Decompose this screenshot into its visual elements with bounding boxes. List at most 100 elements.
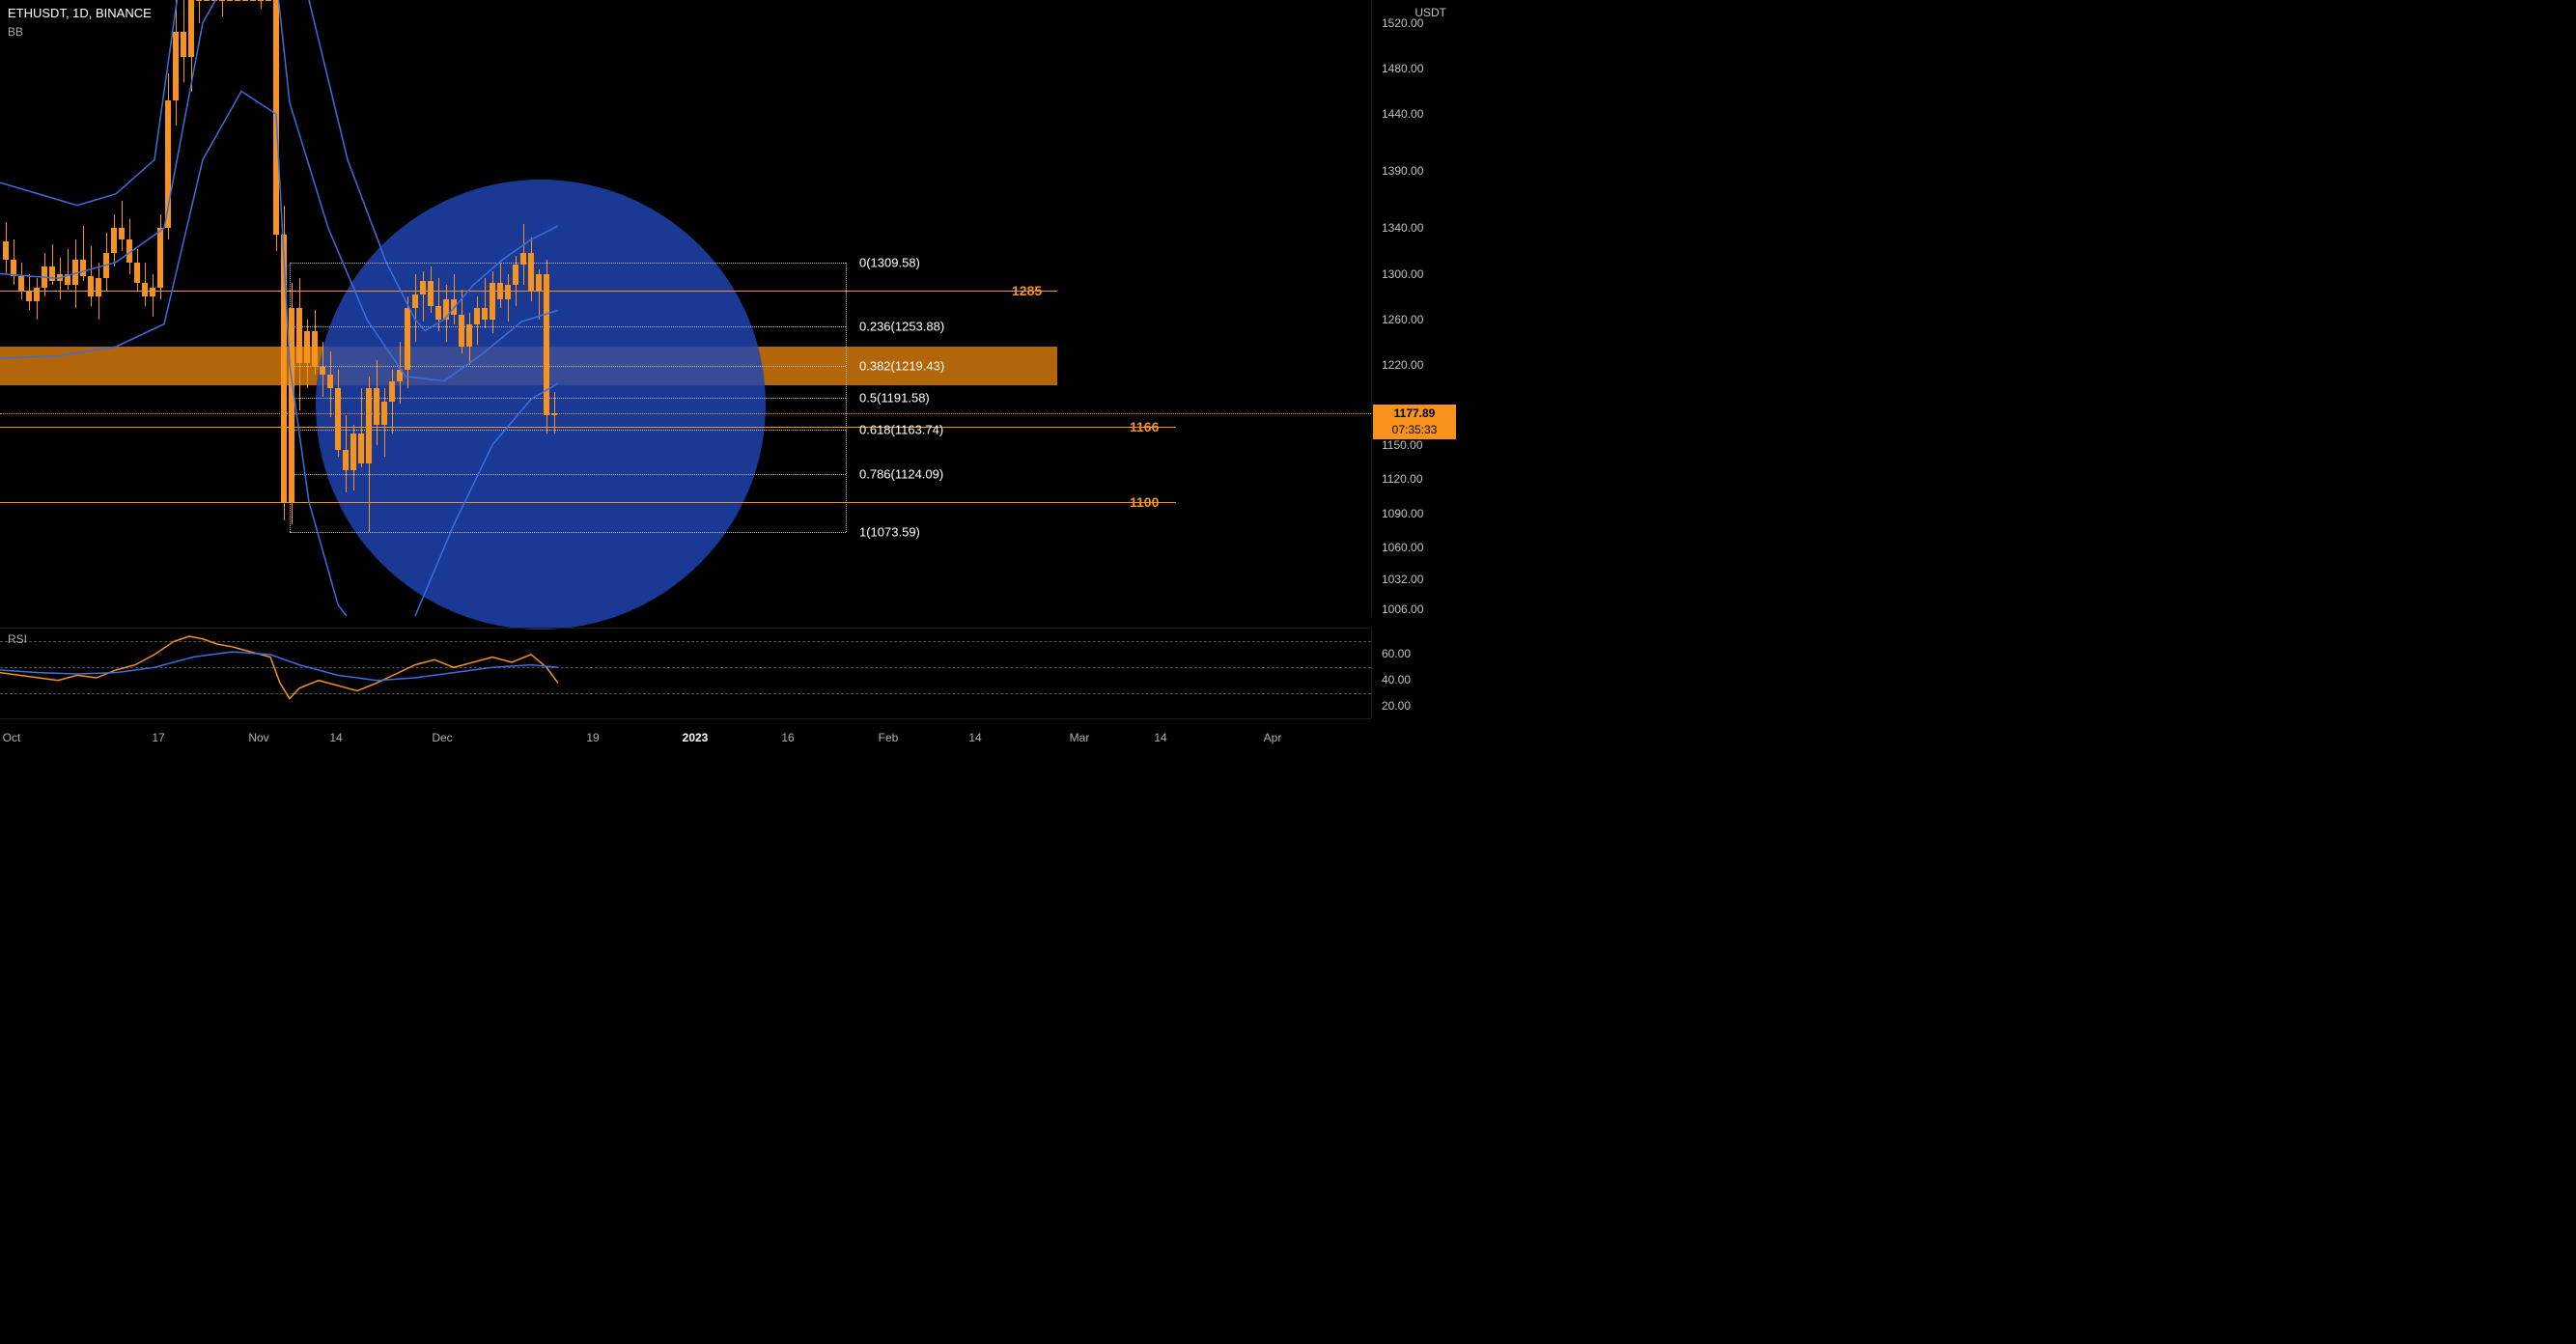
candle-body[interactable] <box>250 0 256 1</box>
candle-body[interactable] <box>165 100 171 228</box>
candle-body[interactable] <box>242 0 248 1</box>
candle-body[interactable] <box>196 0 202 1</box>
candle-body[interactable] <box>142 283 148 296</box>
candle-body[interactable] <box>181 32 186 57</box>
candle-body[interactable] <box>281 235 287 501</box>
fib-line[interactable] <box>290 532 846 533</box>
candle-body[interactable] <box>258 0 264 1</box>
candle-body[interactable] <box>289 308 294 502</box>
fib-line[interactable] <box>290 430 846 431</box>
candle-body[interactable] <box>358 434 364 463</box>
candle-body[interactable] <box>11 260 16 276</box>
candle-body[interactable] <box>49 266 55 280</box>
candle-body[interactable] <box>490 283 495 320</box>
price-chart-pane[interactable]: ETHUSDT, 1D, BINANCE BB 1285116611000(13… <box>0 0 1371 616</box>
candle-body[interactable] <box>451 299 457 316</box>
fib-line[interactable] <box>290 366 846 367</box>
time-tick: Feb <box>879 731 899 744</box>
candle-body[interactable] <box>536 274 542 293</box>
candle-body[interactable] <box>350 434 356 470</box>
candle-body[interactable] <box>420 281 426 294</box>
candle-body[interactable] <box>296 308 302 363</box>
candle-body[interactable] <box>513 265 518 285</box>
candle-wick <box>485 278 486 328</box>
candle-body[interactable] <box>103 253 109 278</box>
candle-body[interactable] <box>57 274 63 281</box>
candle-body[interactable] <box>150 288 155 296</box>
candle-body[interactable] <box>65 274 70 286</box>
candle-wick <box>438 278 439 330</box>
candle-body[interactable] <box>528 253 534 292</box>
candle-body[interactable] <box>381 402 387 425</box>
candle-body[interactable] <box>474 308 480 324</box>
candle-body[interactable] <box>18 276 24 291</box>
candle-body[interactable] <box>96 278 101 296</box>
candle-body[interactable] <box>211 0 217 1</box>
candle-body[interactable] <box>335 388 341 450</box>
time-tick: 2023 <box>683 731 709 744</box>
candle-body[interactable] <box>204 0 210 1</box>
price-level-line[interactable] <box>0 502 1176 503</box>
candle-body[interactable] <box>134 263 140 283</box>
candle-body[interactable] <box>111 228 117 253</box>
candle-body[interactable] <box>312 331 318 368</box>
rsi-axis[interactable]: 60.0040.0020.00 <box>1371 628 1456 718</box>
candle-body[interactable] <box>88 276 94 296</box>
candle-body[interactable] <box>343 450 349 470</box>
candle-body[interactable] <box>366 388 372 463</box>
time-tick: Oct <box>3 731 21 744</box>
candle-body[interactable] <box>405 308 410 370</box>
fib-line[interactable] <box>290 263 846 264</box>
rsi-band <box>0 693 1371 694</box>
candle-body[interactable] <box>80 260 86 276</box>
candle-body[interactable] <box>119 228 125 239</box>
candle-body[interactable] <box>397 370 403 381</box>
price-tick: 1300.00 <box>1382 267 1423 281</box>
candle-body[interactable] <box>235 0 240 1</box>
candle-body[interactable] <box>320 367 325 374</box>
candle-body[interactable] <box>34 288 40 301</box>
candle-body[interactable] <box>482 308 488 320</box>
candle-body[interactable] <box>459 315 464 347</box>
countdown-tag: 07:35:33 <box>1373 421 1456 439</box>
price-tick: 1006.00 <box>1382 602 1423 616</box>
candle-body[interactable] <box>435 306 441 320</box>
candle-body[interactable] <box>42 266 47 287</box>
candle-body[interactable] <box>273 0 279 235</box>
candle-body[interactable] <box>126 239 132 263</box>
current-price-line <box>0 413 1371 414</box>
price-axis[interactable]: USDT 1520.001480.001440.001390.001340.00… <box>1371 0 1456 616</box>
candle-body[interactable] <box>304 331 310 363</box>
rsi-pane[interactable]: RSI <box>0 628 1371 718</box>
fib-line[interactable] <box>290 474 846 475</box>
candle-body[interactable] <box>157 228 163 287</box>
candle-body[interactable] <box>219 0 225 1</box>
time-axis[interactable]: Oct17Nov14Dec19202316Feb14Mar14Apr <box>0 718 1371 761</box>
candle-body[interactable] <box>374 388 379 425</box>
time-tick: Nov <box>248 731 268 744</box>
candle-body[interactable] <box>520 253 526 265</box>
candle-body[interactable] <box>173 32 179 100</box>
candle-body[interactable] <box>497 283 503 299</box>
candle-body[interactable] <box>551 413 557 415</box>
candle-body[interactable] <box>3 241 9 260</box>
price-tick: 1032.00 <box>1382 573 1423 586</box>
candle-body[interactable] <box>389 381 395 402</box>
price-tick: 1150.00 <box>1382 438 1423 452</box>
candle-body[interactable] <box>327 375 333 388</box>
candle-body[interactable] <box>188 0 194 57</box>
candle-body[interactable] <box>466 324 472 348</box>
candle-body[interactable] <box>266 0 271 1</box>
price-level-line[interactable] <box>0 427 1176 428</box>
candle-body[interactable] <box>26 291 32 301</box>
candle-body[interactable] <box>428 281 434 306</box>
price-tick: 1480.00 <box>1382 62 1423 75</box>
candle-body[interactable] <box>443 299 449 320</box>
candle-body[interactable] <box>72 260 78 285</box>
candle-body[interactable] <box>227 0 233 1</box>
candle-body[interactable] <box>544 274 549 416</box>
candle-body[interactable] <box>412 294 418 308</box>
candle-body[interactable] <box>505 285 511 298</box>
fib-line[interactable] <box>290 326 846 327</box>
price-tick: 1440.00 <box>1382 107 1423 121</box>
